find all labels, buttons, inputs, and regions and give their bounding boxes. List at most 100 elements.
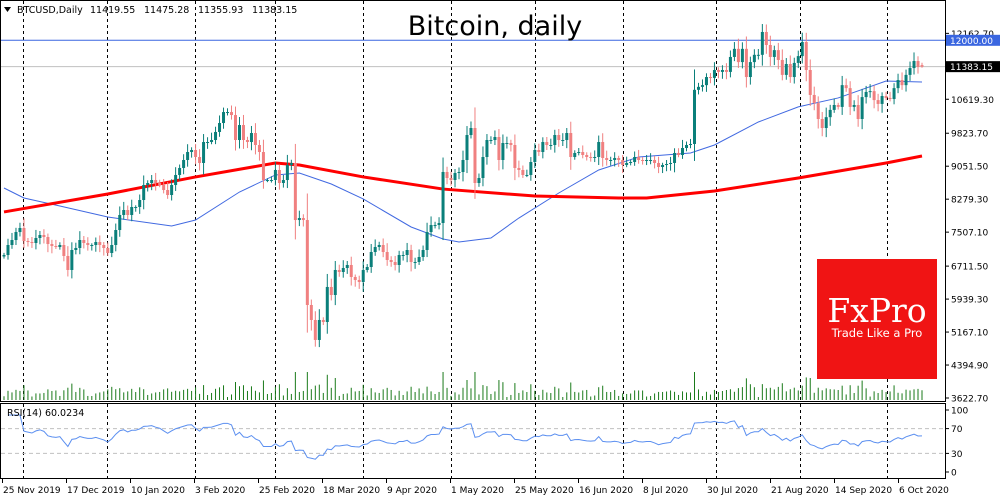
- candle-body: [369, 252, 373, 267]
- candle-body: [629, 161, 633, 163]
- candle-body: [90, 245, 94, 247]
- date-tick-label: 9 Apr 2020: [387, 486, 437, 496]
- candle-body: [661, 164, 665, 167]
- date-tick-label: 21 Aug 2020: [771, 486, 829, 496]
- candle-body: [469, 128, 473, 136]
- candle-body: [481, 157, 485, 179]
- moving-averages: [3, 80, 923, 243]
- candle-body: [637, 157, 641, 160]
- candle-body: [413, 261, 417, 263]
- candle-body: [808, 69, 812, 95]
- candle-body: [285, 164, 289, 181]
- candle-body: [429, 225, 433, 233]
- candle-body: [329, 286, 333, 296]
- candle-body: [453, 173, 457, 181]
- candle-body: [696, 86, 700, 90]
- candle-body: [241, 125, 245, 141]
- candle-body: [138, 200, 142, 208]
- candle-body: [70, 250, 74, 270]
- candle-body: [233, 115, 237, 141]
- candle-body: [589, 157, 593, 159]
- candle-body: [788, 64, 792, 78]
- candle-body: [249, 133, 253, 143]
- date-tick-label: 18 Mar 2020: [323, 486, 380, 496]
- candle-body: [828, 109, 832, 118]
- logo-box: [817, 259, 937, 379]
- dropdown-triangle-icon[interactable]: [4, 7, 11, 12]
- candle-body: [66, 255, 70, 270]
- rsi-line: [7, 414, 923, 460]
- candle-body: [457, 171, 461, 174]
- candle-body: [513, 145, 517, 168]
- candle-body: [317, 319, 321, 340]
- candle-body: [313, 319, 317, 340]
- candle-body: [86, 242, 90, 246]
- candle-body: [186, 152, 190, 160]
- candle-body: [190, 150, 194, 153]
- candle-body: [704, 77, 708, 86]
- candle-body: [405, 250, 409, 255]
- candle-body: [42, 235, 46, 238]
- candle-body: [613, 157, 617, 160]
- date-tick-label: 14 Sep 2020: [835, 486, 892, 496]
- candle-body: [601, 142, 605, 158]
- candle-body: [194, 150, 198, 158]
- rsi-pane-border: [0, 403, 946, 479]
- logo-tagline: Trade Like a Pro: [831, 326, 923, 340]
- candle-body: [708, 77, 712, 79]
- candle-body: [206, 142, 210, 144]
- candle-body: [154, 180, 158, 184]
- candle-body: [517, 167, 521, 170]
- candle-body: [421, 250, 425, 258]
- candle-body: [537, 150, 541, 153]
- candle-body: [888, 97, 892, 100]
- candle-body: [38, 235, 42, 239]
- date-tick-label: 3 Feb 2020: [195, 486, 246, 496]
- candle-body: [800, 42, 804, 57]
- candle-body: [477, 178, 481, 184]
- candle-body: [417, 257, 421, 262]
- candle-body: [18, 228, 22, 233]
- candle-body: [621, 159, 625, 165]
- last-price-label: 11383.15: [950, 63, 993, 73]
- candle-body: [501, 142, 505, 160]
- candle-body: [752, 54, 756, 63]
- price-tick-label: 10619.30: [951, 96, 994, 106]
- date-tick-label: 25 Nov 2019: [3, 486, 61, 496]
- candle-body: [353, 276, 357, 280]
- candle-body: [904, 74, 908, 86]
- candle-body: [98, 242, 102, 246]
- date-tick-label: 8 Jul 2020: [643, 486, 688, 496]
- candle-body: [297, 218, 301, 221]
- candle-body: [50, 244, 54, 246]
- candle-body: [856, 104, 860, 120]
- candle-body: [122, 209, 126, 215]
- candle-body: [166, 190, 170, 196]
- candle-body: [461, 159, 465, 172]
- candle-body: [218, 123, 222, 132]
- candle-body: [852, 104, 856, 107]
- candle-body: [880, 96, 884, 104]
- time-axis[interactable]: 25 Nov 2019 17 Dec 2019 10 Jan 2020 3 Feb 2…: [2, 479, 950, 496]
- candle-body: [293, 162, 297, 221]
- candle-body: [441, 171, 445, 224]
- price-tick-label: 3622.70: [951, 395, 988, 405]
- candle-body: [720, 69, 724, 72]
- candle-body: [593, 157, 597, 159]
- candle-body: [54, 245, 58, 248]
- candle-body: [685, 145, 689, 148]
- candle-body: [533, 150, 537, 162]
- rsi-axis: 100 70 30 0: [946, 407, 968, 479]
- candle-body: [385, 252, 389, 260]
- candle-body: [62, 245, 66, 256]
- candle-body: [816, 103, 820, 120]
- candle-body: [301, 218, 305, 221]
- candle-body: [716, 69, 720, 72]
- candle-body: [142, 185, 146, 200]
- candle-body: [896, 80, 900, 89]
- date-tick-label: 25 Feb 2020: [259, 486, 315, 496]
- candle-body: [700, 85, 704, 87]
- candle-body: [289, 162, 293, 165]
